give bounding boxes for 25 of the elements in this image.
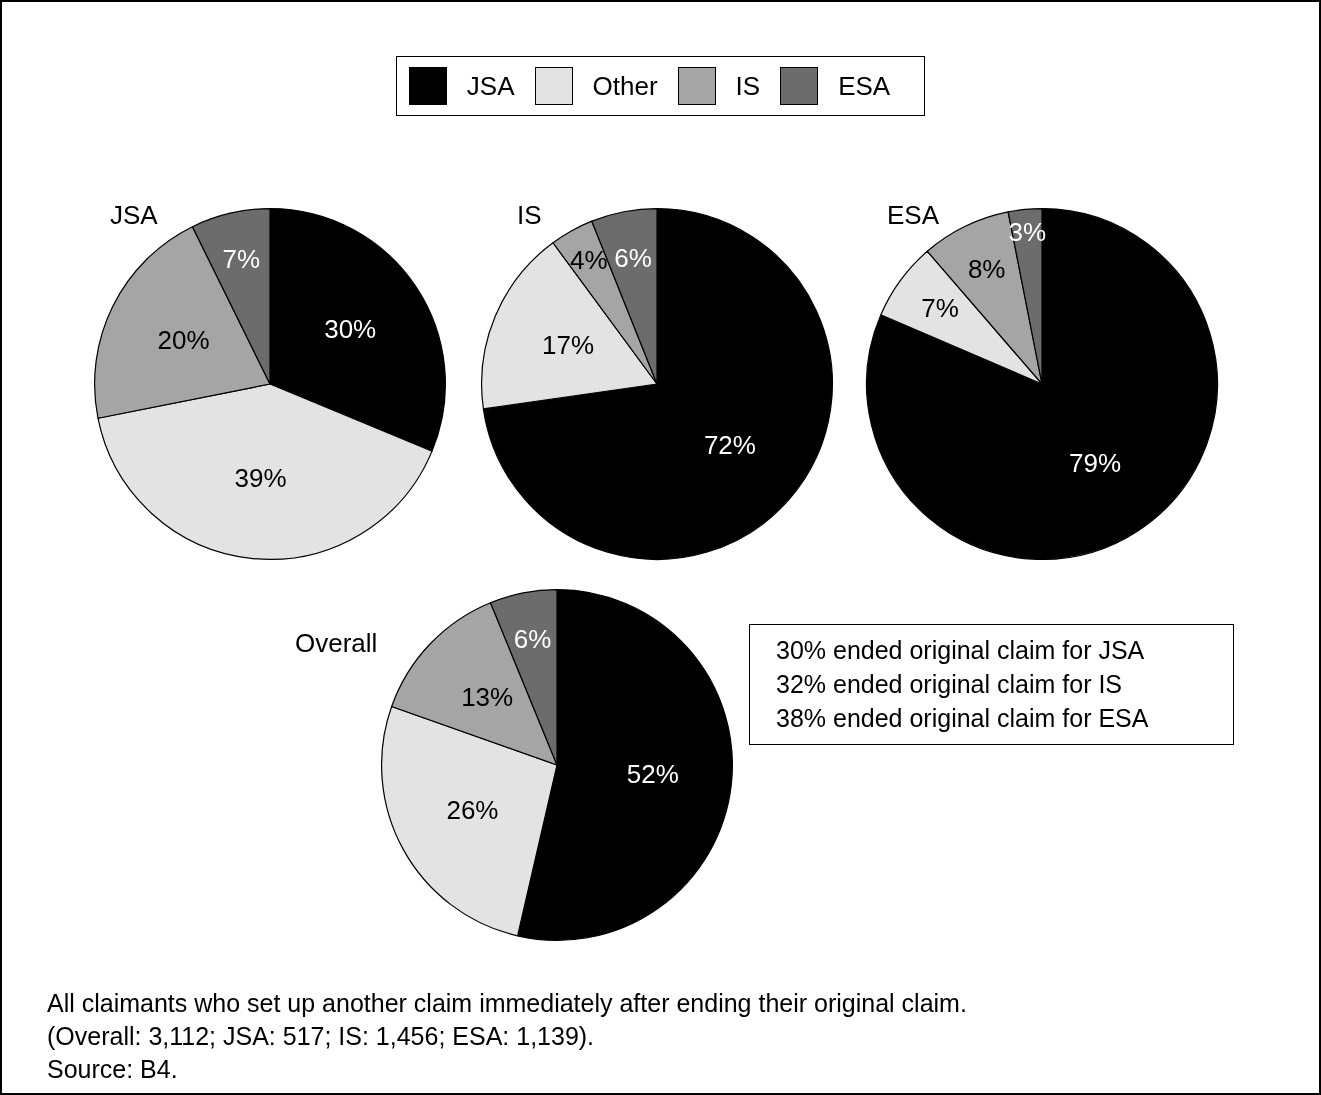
text: Overall [295, 628, 378, 659]
data-label: 7% [921, 292, 959, 323]
text: 30% ended original claim for JSA 32% ended original claim for IS 38% ended original claim for ESA [749, 624, 1234, 745]
data-label: 8% [967, 253, 1006, 284]
chart-title: ESA [887, 200, 940, 231]
text: JSA [110, 200, 158, 231]
legend-label: Other [592, 70, 658, 102]
data-label: 39% [234, 463, 287, 494]
data-label: 17% [542, 329, 595, 360]
data-label: 13% [461, 681, 514, 712]
data-label: 20% [157, 324, 210, 355]
data-label: 26% [446, 794, 499, 825]
legend-label: IS [735, 70, 761, 102]
chart-title: IS [517, 200, 542, 231]
legend-label: ESA [838, 70, 891, 102]
data-label: 4% [569, 244, 608, 275]
data-label: 6% [614, 243, 652, 274]
text: All claimants who set up another claim immediately after ending their original claim. (Overall: 3,112; JSA: 517; IS: 1,456; ESA: 1,139). Source: B4. [47, 988, 968, 1085]
data-label: 30% [324, 313, 377, 344]
data-label: 52% [626, 759, 679, 790]
legend-label: JSA [466, 70, 515, 102]
data-label: 72% [703, 430, 756, 461]
data-label: 6% [513, 624, 552, 655]
data-label: 7% [222, 244, 261, 275]
data-label: 79% [1069, 447, 1122, 478]
